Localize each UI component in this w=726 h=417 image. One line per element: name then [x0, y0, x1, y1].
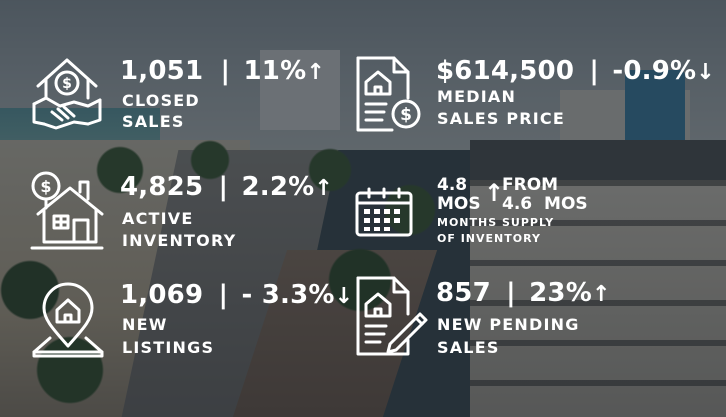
months-supply-from-label: FROM	[502, 175, 559, 195]
contract-pen-house-icon	[352, 274, 430, 358]
svg-text:$: $	[62, 76, 72, 92]
months-supply-previous-unit: MOS	[544, 194, 588, 214]
calendar-icon	[354, 186, 414, 238]
new-listings-change: - 3.3%	[241, 280, 335, 310]
active-inventory-change: 2.2%	[241, 172, 315, 202]
closed-sales-change: 11%	[243, 56, 307, 86]
months-supply-label-line1: MONTHS SUPPLY	[437, 216, 555, 229]
new-pending-separator: |	[506, 278, 516, 308]
new-listings-label-line1: NEW	[122, 315, 168, 334]
closed-sales-value: 1,051	[120, 56, 204, 86]
active-inventory-label-line2: INVENTORY	[122, 231, 237, 250]
document-house-dollar-icon: $	[352, 54, 424, 134]
closed-sales-separator: |	[220, 56, 231, 86]
new-listings-separator: |	[218, 280, 229, 310]
active-inventory-value: 4,825	[120, 172, 204, 202]
arrow-up-icon: ↑	[591, 282, 611, 307]
arrow-up-icon: ↑	[314, 176, 334, 201]
arrow-down-icon: ↓	[696, 60, 715, 85]
closed-sales-label-line1: CLOSED	[122, 91, 200, 110]
house-handshake-dollar-icon: $	[30, 52, 104, 134]
median-price-separator: |	[589, 56, 600, 86]
new-pending-change: 23%	[529, 278, 592, 308]
median-price-label-line1: MEDIAN	[437, 87, 517, 106]
new-pending-label-line2: SALES	[437, 338, 500, 357]
new-pending-value: 857	[436, 278, 491, 308]
months-supply-current-unit: MOS	[437, 194, 481, 214]
new-listings-label-line2: LISTINGS	[122, 338, 215, 357]
months-supply-previous: 4.6	[502, 194, 533, 214]
arrow-up-icon: ↑	[484, 179, 505, 207]
svg-text:$: $	[400, 105, 412, 125]
months-supply-label-line2: OF INVENTORY	[437, 232, 541, 245]
svg-text:$: $	[40, 177, 51, 196]
median-price-value: $614,500	[436, 56, 575, 86]
median-price-change: -0.9%	[612, 56, 697, 86]
months-supply-current: 4.8	[437, 175, 468, 195]
arrow-up-icon: ↑	[306, 60, 325, 85]
location-pin-house-icon	[28, 282, 108, 360]
new-listings-value: 1,069	[120, 280, 204, 310]
house-dollar-balloon-icon: $	[28, 168, 106, 252]
active-inventory-label-line1: ACTIVE	[122, 209, 194, 228]
new-pending-label-line1: NEW PENDING	[437, 315, 580, 334]
arrow-down-icon: ↓	[334, 284, 354, 309]
closed-sales-label-line2: SALES	[122, 112, 185, 131]
median-price-label-line2: SALES PRICE	[437, 109, 565, 128]
active-inventory-separator: |	[218, 172, 229, 202]
